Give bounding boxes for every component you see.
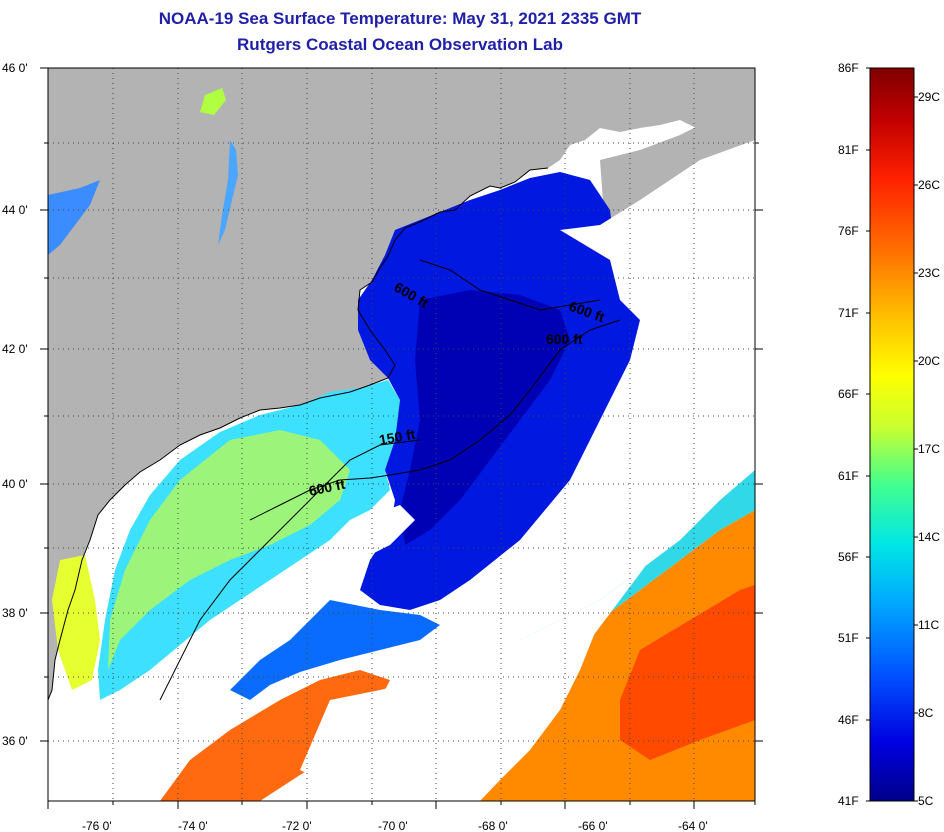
lon-label: -70 0' [378,819,408,832]
colorbar-f-label: 51F [838,631,859,645]
lat-label: 40 0' [2,477,28,491]
cloud-mask [300,680,445,780]
isobath-150ft [159,439,421,701]
lon-label: -74 0' [178,819,208,832]
colorbar [869,67,915,802]
isobath-gulf-maine [419,259,601,311]
colorbar-c-label: 8C [918,706,934,720]
map-subtitle: Rutgers Coastal Ocean Observation Lab [237,35,563,54]
deep-blue-core [400,290,570,545]
map-title: NOAA-19 Sea Surface Temperature: May 31,… [158,9,642,28]
map-frame [47,67,756,802]
lat-label: 36 0' [2,734,28,748]
lon-label: -76 0' [82,819,112,832]
chesapeake-water [52,555,100,690]
lon-label: -66 0' [578,819,608,832]
lat-label: 44 0' [2,203,28,217]
colorbar-c-label: 26C [918,178,940,192]
colorbar-f-label: 56F [838,550,859,564]
colorbar-c-ticks [914,96,918,802]
colorbar-c-label: 29C [918,90,940,104]
colorbar-f-label: 46F [838,713,859,727]
inland-water [218,140,238,245]
colorbar-f-label: 41F [838,794,859,808]
contour-label: 600 ft [307,476,346,499]
colorbar-c-label: 17C [918,442,940,456]
lon-ticks [47,801,756,809]
shelf-water-warm [108,430,350,670]
map-area: 600 ft 600 ft 600 ft 150 ft 600 ft [48,68,755,801]
colorbar-f-label: 71F [838,306,859,320]
lat-label: 38 0' [2,606,28,620]
colorbar-f-label: 66F [838,387,859,401]
colorbar-c-label: 5C [918,794,934,808]
colorbar-c-label: 14C [918,530,940,544]
isobath-600ft [249,319,621,521]
cloud-mask [560,140,755,320]
lat-label: 42 0' [2,342,28,356]
colorbar-c-label: 11C [918,618,939,632]
cloud-mask [420,380,755,801]
inland-water [48,180,100,255]
lat-ticks [40,67,763,742]
inland-water [200,88,226,115]
graticule [48,68,755,801]
colorbar-f-label: 81F [838,143,859,157]
colorbar-c-label: 23C [918,266,940,280]
lat-label: 46 0' [2,61,28,75]
cloud-mask [630,285,755,480]
contour-label: 600 ft [546,331,583,347]
colorbar-f-label: 61F [838,469,859,483]
lon-label: -68 0' [478,819,508,832]
gulf-stream-core [620,585,755,760]
colorbar-f-label: 76F [838,224,859,238]
cloud-mask [300,505,415,610]
contour-label: 150 ft [378,426,417,448]
shelf-blue [230,600,440,700]
colorbar-c-label: 20C [918,354,940,368]
lon-label: -72 0' [282,819,312,832]
coastline [48,167,549,701]
colorbar-f-label: 86F [838,61,859,75]
lon-label: -64 0' [678,819,708,832]
colorbar-f-ticks [866,67,870,802]
